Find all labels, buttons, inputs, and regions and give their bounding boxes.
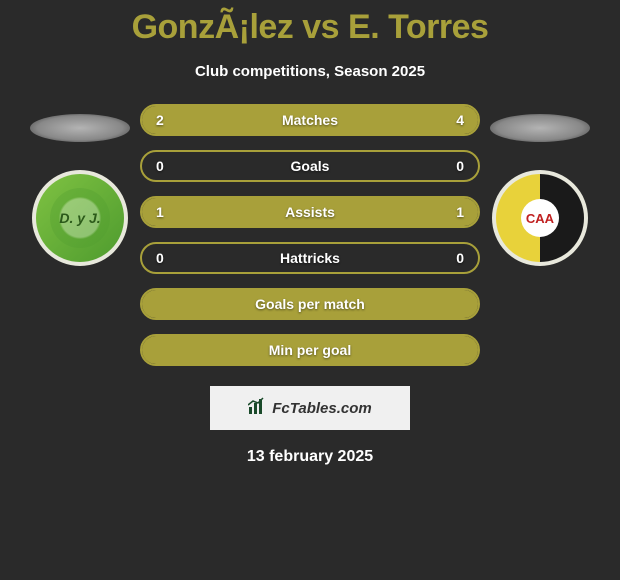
club-abbr-right: CAA	[521, 199, 559, 237]
page-title: GonzÃ¡lez vs E. Torres	[132, 8, 489, 47]
watermark[interactable]: FcTables.com	[210, 386, 410, 430]
stat-row: 1 1 Assists	[140, 196, 480, 228]
stat-fill-right	[310, 198, 478, 226]
player-silhouette-right	[490, 114, 590, 142]
stat-label: Hattricks	[280, 250, 340, 266]
stat-value-left: 0	[156, 158, 164, 174]
chart-icon	[248, 397, 266, 420]
stat-value-left: 1	[156, 204, 164, 220]
left-player-col: D. y J.	[20, 104, 140, 266]
stats-column: 2 4 Matches 0 0 Goals 1 1 Assists 0 0 Hattricks Goal…	[140, 104, 480, 366]
stat-row: 2 4 Matches	[140, 104, 480, 136]
stat-label: Matches	[282, 112, 338, 128]
stat-row: 0 0 Hattricks	[140, 242, 480, 274]
comparison-row: D. y J. 2 4 Matches 0 0 Goals 1 1 Assists 0 0 Hattr…	[0, 104, 620, 366]
stat-row: 0 0 Goals	[140, 150, 480, 182]
stat-value-left: 0	[156, 250, 164, 266]
stat-label: Min per goal	[269, 342, 351, 358]
stat-row: Min per goal	[140, 334, 480, 366]
subtitle: Club competitions, Season 2025	[195, 63, 425, 80]
club-badge-left: D. y J.	[32, 170, 128, 266]
stat-value-right: 1	[456, 204, 464, 220]
stat-value-right: 0	[456, 158, 464, 174]
club-badge-right: CAA	[492, 170, 588, 266]
date-label: 13 february 2025	[247, 448, 373, 466]
stat-label: Goals	[291, 158, 330, 174]
watermark-text: FcTables.com	[272, 400, 371, 417]
chart-icon-svg	[248, 397, 266, 415]
club-abbr-left: D. y J.	[59, 210, 100, 226]
stat-value-right: 0	[456, 250, 464, 266]
stat-row: Goals per match	[140, 288, 480, 320]
stat-value-right: 4	[456, 112, 464, 128]
stat-value-left: 2	[156, 112, 164, 128]
right-player-col: CAA	[480, 104, 600, 266]
player-silhouette-left	[30, 114, 130, 142]
stat-label: Assists	[285, 204, 335, 220]
stat-label: Goals per match	[255, 296, 365, 312]
